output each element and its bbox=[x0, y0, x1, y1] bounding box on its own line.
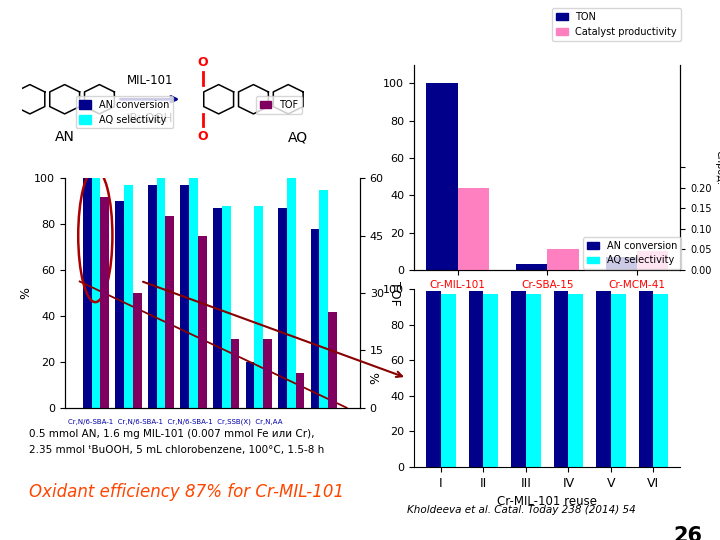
Bar bbox=[287, 178, 296, 408]
Bar bbox=[189, 178, 198, 408]
Y-axis label: %: % bbox=[369, 372, 382, 384]
Y-axis label: ТОF: ТОF bbox=[388, 281, 401, 305]
Text: Cr,N/6-SBA-1  Cr,N/6-SBA-1  Cr,N/6-SBA-1  Cr,SSB(X)  Cr,N,AA: Cr,N/6-SBA-1 Cr,N/6-SBA-1 Cr,N/6-SBA-1 C… bbox=[68, 418, 283, 425]
Bar bbox=[157, 178, 166, 408]
Bar bbox=[166, 217, 174, 408]
Bar bbox=[246, 362, 254, 408]
Bar bbox=[516, 265, 547, 270]
Bar bbox=[296, 373, 305, 408]
Bar bbox=[596, 291, 611, 467]
Text: MIL-101: MIL-101 bbox=[127, 73, 173, 86]
Y-axis label: %: % bbox=[19, 287, 32, 299]
Bar bbox=[263, 339, 272, 408]
Bar bbox=[230, 339, 239, 408]
Bar bbox=[569, 294, 583, 467]
Bar bbox=[426, 291, 441, 467]
Legend: AN conversion, AQ selectivity: AN conversion, AQ selectivity bbox=[76, 96, 174, 129]
Bar bbox=[115, 201, 124, 408]
Text: O: O bbox=[197, 130, 208, 143]
Bar bbox=[83, 178, 91, 408]
Bar bbox=[181, 185, 189, 408]
Bar bbox=[426, 84, 457, 270]
Bar bbox=[547, 249, 579, 270]
Legend: TOF: TOF bbox=[256, 96, 302, 113]
Bar bbox=[310, 229, 320, 408]
Bar bbox=[469, 291, 483, 467]
Bar bbox=[639, 291, 654, 467]
Bar bbox=[213, 208, 222, 408]
Text: 2.35 mmol ᵗBuOOH, 5 mL chlorobenzene, 100°C, 1.5-8 h: 2.35 mmol ᵗBuOOH, 5 mL chlorobenzene, 10… bbox=[29, 446, 324, 456]
Bar bbox=[441, 294, 456, 467]
Bar bbox=[554, 291, 569, 467]
FancyArrowPatch shape bbox=[143, 282, 402, 377]
Bar bbox=[100, 197, 109, 408]
Text: Oxidant efficiency 87% for Cr-MIL-101: Oxidant efficiency 87% for Cr-MIL-101 bbox=[29, 483, 344, 501]
Bar bbox=[222, 206, 230, 408]
Bar bbox=[606, 257, 637, 270]
Legend: TON, Catalyst productivity: TON, Catalyst productivity bbox=[552, 8, 681, 40]
Text: ᵗBuOOH: ᵗBuOOH bbox=[127, 112, 173, 125]
Bar bbox=[254, 206, 263, 408]
Text: AQ: AQ bbox=[288, 130, 308, 144]
Text: AN: AN bbox=[55, 130, 75, 144]
Y-axis label: Спрод.: Спрод. bbox=[714, 150, 720, 185]
Bar bbox=[483, 294, 498, 467]
Text: Oxidation of anthracene with TBHP: Oxidation of anthracene with TBHP bbox=[98, 12, 622, 39]
Bar bbox=[198, 235, 207, 408]
Bar bbox=[457, 188, 489, 270]
Bar bbox=[91, 178, 100, 408]
Text: 26: 26 bbox=[673, 526, 702, 540]
Text: O: O bbox=[197, 56, 208, 69]
Bar bbox=[328, 312, 337, 408]
Bar bbox=[637, 251, 668, 270]
Bar bbox=[278, 208, 287, 408]
Bar bbox=[526, 294, 541, 467]
Bar bbox=[611, 294, 626, 467]
Text: Kholdeeva et al. Catal. Today 238 (2014) 54: Kholdeeva et al. Catal. Today 238 (2014)… bbox=[407, 505, 636, 515]
Bar bbox=[148, 185, 157, 408]
Bar bbox=[124, 185, 133, 408]
Bar bbox=[511, 291, 526, 467]
Legend: AN conversion, AQ selectivity: AN conversion, AQ selectivity bbox=[583, 237, 681, 269]
Bar bbox=[654, 294, 668, 467]
Bar bbox=[133, 293, 142, 408]
Bar bbox=[320, 190, 328, 408]
X-axis label: Cr-MIL-101 reuse: Cr-MIL-101 reuse bbox=[498, 495, 597, 508]
Text: 0.5 mmol AN, 1.6 mg MIL-101 (0.007 mmol Fe или Cr),: 0.5 mmol AN, 1.6 mg MIL-101 (0.007 mmol … bbox=[29, 429, 315, 440]
